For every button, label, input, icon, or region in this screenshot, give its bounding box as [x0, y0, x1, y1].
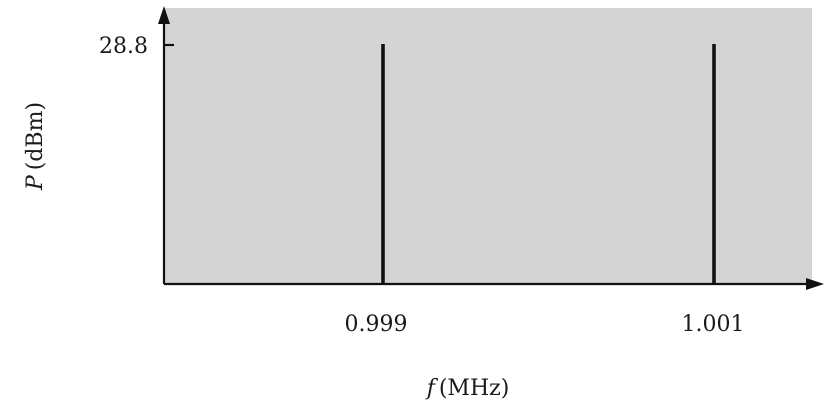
x-axis-label-unit: (MHz) [439, 376, 509, 401]
y-axis-label-symbol: P [23, 174, 48, 191]
y-axis-label-unit: (dBm) [23, 102, 48, 170]
y-axis-label: P (dBm) [23, 102, 48, 191]
x-tick-label-1001: 1.001 [682, 312, 745, 337]
x-tick-label-0999: 0.999 [345, 312, 408, 337]
x-axis-label-symbol: f [425, 376, 439, 401]
x-axis-arrow-icon [806, 278, 824, 290]
y-tick-label: 28.8 [99, 34, 148, 59]
x-axis-label: f (MHz) [425, 376, 510, 401]
